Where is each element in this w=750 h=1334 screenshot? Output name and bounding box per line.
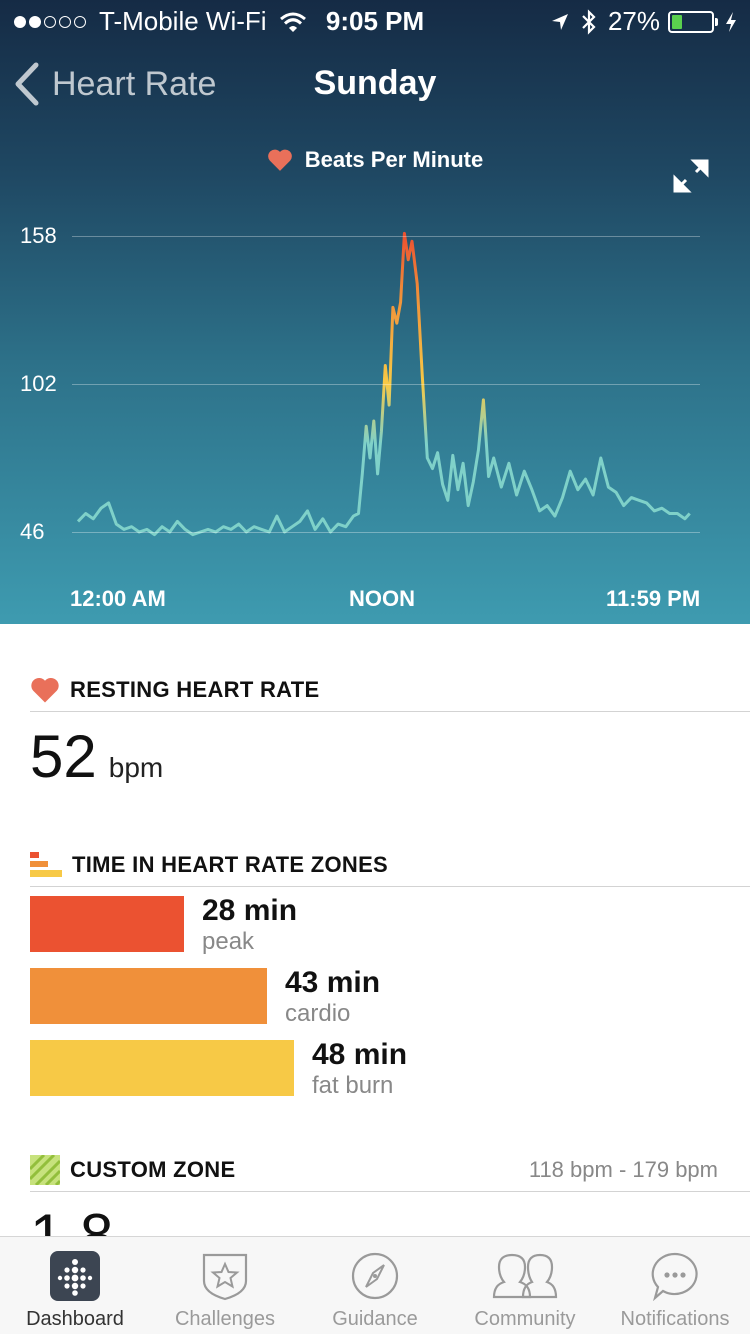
community-icon bbox=[492, 1253, 558, 1299]
custom-zone-icon bbox=[30, 1155, 60, 1185]
heart-icon bbox=[267, 149, 292, 171]
chevron-left-icon bbox=[15, 62, 39, 106]
resting-heart-rate-value: 52 bpm bbox=[30, 722, 163, 791]
y-tick-label: 102 bbox=[20, 371, 57, 396]
zone-name: cardio bbox=[285, 1000, 351, 1027]
zones-icon bbox=[30, 852, 62, 877]
custom-zone-heading: CUSTOM ZONE bbox=[30, 1155, 235, 1185]
location-arrow-icon bbox=[551, 13, 568, 30]
challenges-icon bbox=[202, 1253, 248, 1301]
divider bbox=[30, 1191, 750, 1192]
heart-rate-chart bbox=[76, 231, 691, 537]
zone-bar-cardio bbox=[30, 968, 267, 1024]
back-button[interactable]: Heart Rate bbox=[14, 62, 216, 106]
carrier-name: T-Mobile Wi-Fi bbox=[99, 6, 267, 36]
heart-rate-chart-panel: T-Mobile Wi-Fi 9:05 PM 27% Heart Rate Su… bbox=[0, 0, 750, 624]
zone-bar-fat-burn bbox=[30, 1040, 294, 1096]
x-tick-label: 12:00 AM bbox=[70, 586, 166, 611]
guidance-icon bbox=[351, 1252, 399, 1300]
divider bbox=[30, 886, 750, 887]
resting-heart-rate-heading: RESTING HEART RATE bbox=[30, 676, 319, 704]
heart-rate-zones-title: TIME IN HEART RATE ZONES bbox=[72, 852, 389, 877]
custom-zone-title: CUSTOM ZONE bbox=[70, 1157, 236, 1182]
chart-legend: Beats Per Minute bbox=[0, 147, 750, 173]
zone-name: fat burn bbox=[312, 1072, 394, 1099]
x-tick-label: NOON bbox=[349, 586, 415, 611]
status-time: 9:05 PM bbox=[325, 6, 425, 36]
notifications-icon bbox=[651, 1252, 698, 1301]
signal-strength-icon bbox=[14, 15, 89, 28]
resting-heart-rate-title: RESTING HEART RATE bbox=[70, 677, 320, 702]
divider bbox=[30, 711, 750, 712]
tab-dashboard[interactable]: Dashboard bbox=[0, 1237, 150, 1334]
page-title: Sunday bbox=[313, 64, 437, 102]
back-button-label: Heart Rate bbox=[52, 64, 217, 103]
y-tick-label: 46 bbox=[20, 519, 45, 544]
dashboard-icon bbox=[50, 1251, 100, 1301]
tab-label: Guidance bbox=[332, 1308, 418, 1330]
custom-zone-value: 1 8 bbox=[30, 1206, 113, 1238]
battery-icon bbox=[668, 10, 718, 33]
chart-gridline bbox=[72, 384, 700, 385]
resting-heart-rate-unit: bpm bbox=[108, 752, 164, 783]
zone-minutes: 43 min bbox=[285, 966, 381, 999]
tab-label: Dashboard bbox=[26, 1308, 124, 1330]
battery-percent: 27% bbox=[607, 6, 660, 36]
tab-guidance[interactable]: Guidance bbox=[300, 1237, 450, 1334]
tab-label: Notifications bbox=[620, 1308, 730, 1330]
zone-minutes: 28 min bbox=[202, 894, 298, 927]
chart-gridline bbox=[72, 236, 700, 237]
tab-bar: Dashboard Challenges Guidance Community … bbox=[0, 1236, 750, 1334]
tab-community[interactable]: Community bbox=[450, 1237, 600, 1334]
resting-heart-rate-number: 52 bbox=[30, 723, 97, 790]
zone-minutes: 48 min bbox=[312, 1038, 408, 1071]
zone-name: peak bbox=[202, 928, 255, 955]
wifi-icon bbox=[279, 12, 306, 32]
heart-rate-series-line bbox=[76, 231, 691, 537]
bluetooth-icon bbox=[582, 8, 596, 35]
charging-bolt-icon bbox=[726, 11, 736, 32]
expand-chart-icon[interactable] bbox=[672, 158, 710, 194]
tab-notifications[interactable]: Notifications bbox=[600, 1237, 750, 1334]
heart-icon bbox=[31, 677, 59, 703]
x-tick-label: 11:59 PM bbox=[606, 586, 701, 611]
zone-bar-peak bbox=[30, 896, 184, 952]
y-tick-label: 158 bbox=[20, 223, 57, 248]
tab-label: Challenges bbox=[174, 1308, 276, 1330]
chart-gridline bbox=[72, 532, 700, 533]
chart-legend-label: Beats Per Minute bbox=[304, 147, 484, 172]
custom-zone-range: 118 bpm - 179 bpm bbox=[528, 1157, 718, 1182]
tab-label: Community bbox=[474, 1308, 576, 1330]
tab-challenges[interactable]: Challenges bbox=[150, 1237, 300, 1334]
heart-rate-zones-heading: TIME IN HEART RATE ZONES bbox=[30, 852, 388, 878]
status-bar: T-Mobile Wi-Fi 9:05 PM 27% bbox=[0, 0, 750, 40]
